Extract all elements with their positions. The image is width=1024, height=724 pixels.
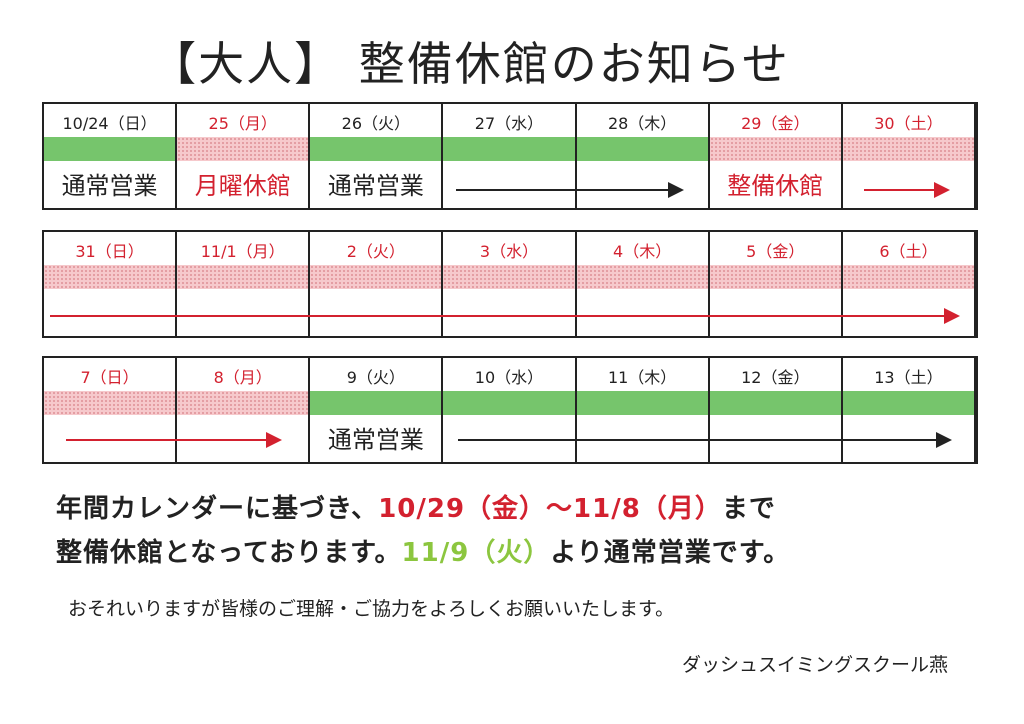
status-strip-open [44, 137, 176, 161]
status-strip-open [576, 137, 708, 161]
day-label: 6（土） [879, 242, 938, 261]
status-strip-open [443, 137, 575, 161]
status-text-open: 通常営業 [327, 426, 424, 454]
day-cell: 9（火） 通常営業 [310, 358, 444, 462]
status-strip-closed [44, 265, 176, 289]
apology-note: おそれいりますが皆様のご理解・ご協力をよろしくお願いいたします。 [68, 598, 675, 620]
day-label: 11/1（月） [200, 242, 285, 261]
calendar-week-3: 7（日） 8（月） 9（火） 通常営業 10（水） 11（木） 12（金） 13… [42, 356, 978, 464]
day-label: 10（水） [474, 368, 544, 387]
status-strip-closed [709, 137, 841, 161]
day-cell: 8（月） [177, 358, 311, 462]
status-strip-closed [177, 391, 309, 415]
day-label: 25（月） [208, 114, 277, 133]
day-cell: 10/24（日） 通常営業 [44, 104, 178, 208]
day-label: 26（火） [341, 114, 411, 133]
day-label: 2（火） [346, 242, 405, 261]
day-cell: 2（火） [310, 232, 444, 336]
continue-arrow-icon [50, 296, 960, 336]
day-label: 7（日） [80, 368, 139, 387]
status-strip-open [576, 391, 708, 415]
day-cell: 12（金） [709, 358, 843, 462]
day-label: 12（金） [741, 368, 810, 387]
status-strip-closed [842, 265, 974, 289]
status-strip-closed [177, 137, 309, 161]
notice-text: 整備休館となっております。 [56, 538, 402, 568]
reopen-date: 11/9（火） [401, 538, 551, 568]
calendar-week-2: 31（日） 11/1（月） 2（火） 3（水） 4（木） 5（金） 6（土） [42, 230, 978, 338]
day-cell: 28（木） [576, 104, 710, 208]
day-cell: 31（日） [44, 232, 178, 336]
day-cell: 7（日） [44, 358, 178, 462]
status-strip-closed [443, 265, 575, 289]
status-strip-closed [310, 265, 442, 289]
status-strip-closed [709, 265, 841, 289]
continue-arrow-icon [864, 170, 950, 210]
notice-line-1: 年間カレンダーに基づき、10/29（金）～11/8（月）まで [56, 488, 776, 525]
status-strip-closed [576, 265, 708, 289]
day-label: 29（金） [741, 114, 810, 133]
day-label: 5（金） [746, 242, 805, 261]
signature: ダッシュスイミングスクール燕 [682, 654, 949, 676]
day-cell: 27（水） [443, 104, 577, 208]
day-label: 11（木） [607, 368, 677, 387]
status-strip-open [443, 391, 575, 415]
status-strip-closed [842, 137, 974, 161]
status-text-open: 通常営業 [327, 172, 424, 200]
status-strip-open [709, 391, 841, 415]
continue-arrow-icon [66, 420, 282, 460]
day-label: 4（木） [613, 242, 672, 261]
day-label: 10/24（日） [62, 114, 157, 133]
day-label: 31（日） [75, 242, 144, 261]
day-cell: 6（土） [842, 232, 976, 336]
day-cell: 30（土） [842, 104, 976, 208]
day-cell: 29（金） 整備休館 [709, 104, 843, 208]
status-strip-open [310, 391, 442, 415]
status-text-open: 通常営業 [61, 172, 158, 200]
continue-arrow-icon [456, 170, 684, 210]
status-strip-closed [44, 391, 176, 415]
day-cell: 26（火） 通常営業 [310, 104, 444, 208]
notice-text: より通常営業です。 [550, 538, 791, 568]
day-label: 8（月） [213, 368, 272, 387]
day-label: 9（火） [346, 368, 405, 387]
day-label: 30（土） [874, 114, 943, 133]
day-cell: 4（木） [576, 232, 710, 336]
day-cell: 11/1（月） [177, 232, 311, 336]
day-cell: 11（木） [576, 358, 710, 462]
day-label: 27（水） [474, 114, 544, 133]
day-cell: 10（水） [443, 358, 577, 462]
day-cell: 13（土） [842, 358, 976, 462]
notice-line-2: 整備休館となっております。11/9（火）より通常営業です。 [56, 532, 790, 569]
day-cell: 25（月） 月曜休館 [177, 104, 311, 208]
status-text-maintenance-closed: 整備休館 [727, 172, 824, 200]
day-label: 28（木） [607, 114, 677, 133]
page-title: 【大人】 整備休館のお知らせ [150, 37, 790, 91]
day-label: 3（水） [479, 242, 539, 261]
day-cell: 5（金） [709, 232, 843, 336]
status-strip-open [842, 391, 974, 415]
calendar-week-1: 10/24（日） 通常営業 25（月） 月曜休館 26（火） 通常営業 27（水… [42, 102, 978, 210]
continue-arrow-icon [458, 420, 952, 460]
day-label: 13（土） [874, 368, 943, 387]
status-text-monday-closed: 月曜休館 [194, 172, 291, 200]
closed-period: 10/29（金）～11/8（月） [378, 494, 722, 524]
status-strip-open [310, 137, 442, 161]
notice-text: 年間カレンダーに基づき、 [56, 494, 379, 524]
status-strip-closed [177, 265, 309, 289]
notice-text: まで [721, 494, 776, 524]
day-cell: 3（水） [443, 232, 577, 336]
